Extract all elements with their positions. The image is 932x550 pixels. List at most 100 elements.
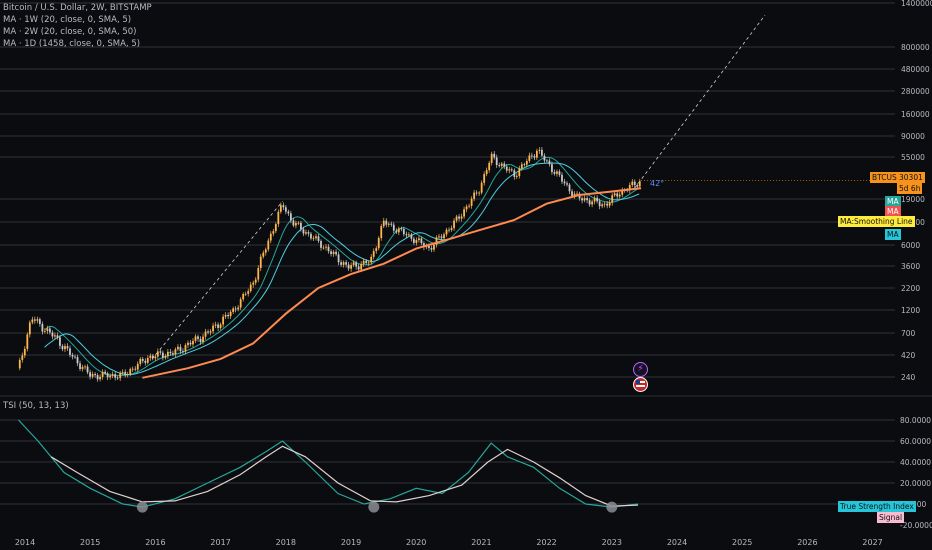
candle-body (94, 374, 96, 376)
candle-body (510, 169, 513, 171)
candle-body (56, 335, 59, 338)
candle-body (335, 251, 337, 255)
candle-body (295, 223, 297, 226)
candle-body (608, 202, 611, 206)
candle-body (79, 363, 81, 370)
candle-body (613, 193, 616, 196)
candle-body (41, 323, 44, 332)
candle-body (515, 175, 518, 177)
candle-body (36, 319, 39, 321)
candle-body (269, 233, 272, 241)
candle-body (468, 205, 471, 207)
candle-body (420, 238, 423, 244)
candle-body (327, 246, 330, 252)
candle-body (227, 315, 230, 317)
candle-body (430, 247, 433, 250)
candle-body (345, 262, 348, 265)
candle-body (458, 216, 460, 219)
time-tick-label: 2022 (536, 538, 556, 547)
candle-body (66, 346, 69, 349)
time-tick-label: 2021 (471, 538, 491, 547)
candle-body (508, 169, 511, 171)
tsi-bottom-marker (606, 501, 618, 513)
candle-body (302, 229, 305, 234)
candle-body (49, 328, 51, 333)
candle-body (392, 224, 395, 231)
candle-body (249, 284, 252, 292)
candle-body (61, 345, 64, 350)
time-tick-label: 2017 (210, 538, 230, 547)
candle-body (320, 240, 322, 248)
tsi-tick-label: 60.0000 (900, 437, 931, 446)
candle-body (149, 355, 152, 359)
candle-body (556, 171, 558, 174)
angle-label: 42° (650, 179, 665, 188)
candle-body (31, 319, 34, 323)
candle-body (415, 240, 418, 243)
candle-body (74, 356, 76, 358)
candle-body (490, 153, 493, 163)
candle-body (530, 155, 533, 157)
candle-body (101, 371, 104, 377)
tsi-tick-label: 40.0000 (900, 458, 931, 467)
time-tick-label: 2027 (862, 538, 882, 547)
candle-body (573, 193, 576, 196)
candle-body (232, 308, 235, 312)
candle-body (538, 149, 541, 151)
candle-body (179, 346, 182, 352)
candle-body (433, 244, 435, 250)
candle-body (588, 200, 591, 205)
candle-body (463, 209, 465, 217)
signal-value-tag: Signal (877, 512, 905, 523)
candle-body (84, 366, 86, 368)
time-tick-label: 2018 (276, 538, 296, 547)
tsi-tick-label: 80.0000 (900, 416, 931, 425)
us-flag-icon[interactable] (633, 377, 648, 392)
candle-body (631, 181, 634, 186)
ma-legend-2[interactable]: MA · 2W (20, close, 0, SMA, 50) (3, 27, 137, 37)
tsi-bottom-marker (136, 501, 148, 513)
btc-symbol-tag: BTCUSD (870, 172, 905, 183)
candle-body (164, 356, 167, 358)
candle-body (350, 265, 353, 269)
candle-body (139, 358, 142, 364)
candle-body (330, 251, 332, 254)
candle-body (192, 340, 194, 345)
candle-body (91, 374, 94, 377)
candle-body (257, 268, 260, 280)
smoothing-line-tag: MA:Smoothing Line (838, 216, 915, 227)
candle-body (184, 345, 187, 352)
candle-body (121, 371, 124, 373)
candle-body (445, 229, 448, 235)
candle-body (485, 170, 488, 175)
tsi-legend[interactable]: TSI (50, 13, 13) (3, 401, 69, 411)
lightning-icon[interactable]: ⚡ (633, 362, 648, 377)
candle-body (325, 246, 327, 248)
candle-body (591, 201, 594, 205)
candle-body (488, 162, 491, 171)
candle-body (576, 193, 578, 195)
price-tick-label: 19000 (901, 195, 925, 204)
price-tick-label: 55000 (901, 153, 925, 162)
candle-body (305, 232, 307, 234)
candle-body (390, 223, 393, 225)
candle-body (174, 349, 177, 355)
candle-body (217, 324, 219, 328)
trend-projection-line (634, 14, 766, 189)
candle-body (59, 337, 61, 346)
candle-body (551, 164, 553, 172)
candle-body (229, 311, 232, 317)
candle-body (310, 233, 312, 239)
candle-body (119, 372, 122, 379)
ma-legend-1[interactable]: MA · 1W (20, close, 0, SMA, 5) (3, 15, 132, 25)
candle-body (377, 238, 380, 249)
ma-legend-3[interactable]: MA · 1D (1458, close, 0, SMA, 5) (3, 39, 141, 49)
tsi-line (18, 419, 638, 508)
candle-body (207, 331, 209, 333)
candle-body (478, 192, 481, 194)
tsi-tick-label: 20.0000 (900, 479, 931, 488)
candle-body (571, 191, 573, 196)
candle-body (239, 299, 242, 308)
candle-body (596, 197, 599, 202)
